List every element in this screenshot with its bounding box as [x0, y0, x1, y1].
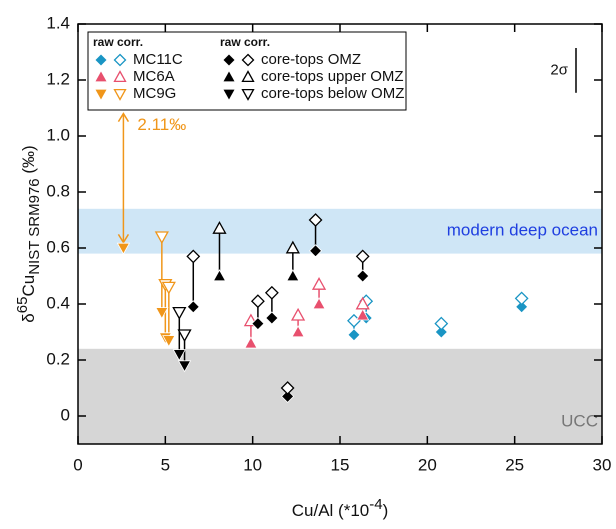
legend-marker-corr	[241, 88, 255, 101]
y-tick-label: 0.6	[46, 237, 70, 256]
legend-label: MC6A	[133, 68, 175, 85]
legend-label: core-tops OMZ	[261, 51, 361, 68]
arrow-head	[117, 234, 130, 244]
band	[78, 208, 602, 254]
legend-marker-raw	[95, 54, 107, 66]
legend-marker-raw	[223, 89, 235, 100]
corr-point	[161, 281, 176, 295]
two-sigma-label: 2σ	[550, 61, 568, 78]
raw-point	[308, 244, 323, 258]
raw-point	[515, 300, 529, 314]
band-label: modern deep ocean	[447, 221, 598, 240]
raw-point	[347, 328, 361, 342]
corr-point	[434, 316, 449, 331]
y-tick-label: 1.2	[46, 69, 70, 88]
corr-point	[285, 240, 300, 254]
legend-label: core-tops below OMZ	[261, 85, 404, 102]
legend-marker-raw	[223, 71, 235, 82]
legend-marker-corr	[113, 70, 127, 83]
corr-point	[154, 231, 169, 245]
corr-point	[280, 381, 295, 395]
corr-point	[311, 277, 327, 290]
raw-point	[212, 269, 227, 282]
y-tick-label: 1.0	[46, 125, 70, 144]
legend-marker-corr	[113, 53, 127, 67]
x-label-suffix: )	[383, 501, 389, 520]
legend-marker-corr	[113, 88, 127, 101]
raw-point	[177, 360, 192, 373]
corr-point	[355, 296, 370, 310]
corr-point	[172, 306, 187, 320]
band-label: UCC	[561, 411, 598, 430]
corr-point	[186, 249, 201, 264]
corr-point	[290, 307, 306, 321]
x-label-sup: -4	[369, 496, 382, 513]
raw-point	[251, 317, 265, 331]
corr-point	[177, 329, 192, 343]
y-tick-label: 0.2	[46, 349, 70, 368]
raw-point	[356, 269, 370, 283]
x-tick-label: 20	[418, 455, 437, 474]
arrow-head	[117, 112, 130, 122]
legend-marker-corr	[241, 70, 255, 83]
raw-point	[356, 308, 370, 321]
raw-point	[155, 307, 169, 320]
y-label-sub: NIST SRM976	[26, 178, 43, 274]
raw-point	[312, 297, 326, 310]
raw-point	[265, 311, 279, 325]
arrow-label: 2.11‰	[137, 115, 186, 134]
x-tick-label: 0	[73, 455, 82, 474]
y-label-sup: 65	[14, 297, 31, 314]
x-tick-label: 30	[593, 455, 612, 474]
y-tick-label: 0.4	[46, 293, 70, 312]
legend-marker-raw	[223, 54, 235, 66]
legend-label: MC11C	[133, 51, 183, 68]
raw-point	[116, 242, 131, 255]
y-axis-label: δ65CuNIST SRM976 (‰)	[14, 145, 43, 322]
y-label-suffix: (‰)	[19, 145, 38, 178]
y-label-prefix: δ	[19, 313, 38, 322]
legend-label: core-tops upper OMZ	[261, 68, 404, 85]
corr-point	[355, 249, 370, 264]
legend-marker-raw	[95, 89, 107, 100]
y-label-main: Cu	[19, 275, 38, 297]
corr-point	[250, 294, 265, 309]
raw-point	[244, 336, 258, 349]
x-tick-label: 5	[161, 455, 170, 474]
raw-point	[162, 335, 176, 348]
band	[78, 348, 602, 444]
legend-marker-raw	[95, 71, 107, 82]
y-tick-label: 0.8	[46, 181, 70, 200]
raw-point	[286, 269, 300, 282]
raw-point	[172, 349, 186, 362]
x-axis-label: Cu/Al (*10-4)	[292, 496, 389, 521]
y-tick-label: 1.4	[46, 13, 70, 32]
y-tick-label: 0	[61, 405, 70, 424]
x-tick-label: 25	[505, 455, 524, 474]
raw-point	[434, 325, 448, 339]
x-tick-label: 10	[243, 455, 262, 474]
corr-point	[514, 291, 529, 306]
legend-header: raw corr.	[220, 35, 270, 49]
x-tick-label: 15	[331, 455, 350, 474]
plot-frame	[77, 23, 603, 445]
raw-point	[186, 300, 200, 314]
legend-label: MC9G	[133, 85, 176, 102]
legend-marker-corr	[241, 53, 255, 67]
legend-header: raw corr.	[93, 35, 143, 49]
corr-point	[264, 285, 279, 300]
raw-point	[291, 325, 305, 338]
x-label-main: Cu/Al (*10	[292, 501, 369, 520]
corr-point	[212, 221, 227, 234]
corr-point	[308, 213, 323, 227]
raw-point	[281, 389, 295, 403]
